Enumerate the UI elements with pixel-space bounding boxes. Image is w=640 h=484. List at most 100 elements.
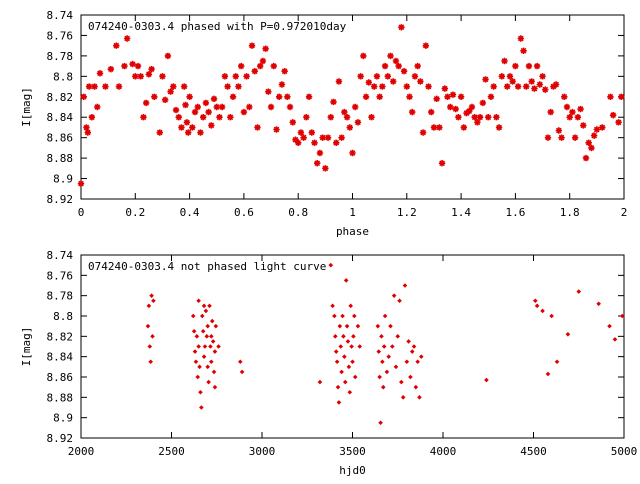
data-point (381, 344, 387, 349)
data-point (391, 293, 397, 298)
data-point (362, 93, 370, 100)
x-axis-label: hjd0 (339, 464, 366, 477)
data-point (352, 313, 357, 319)
data-point (554, 359, 560, 365)
data-point (248, 42, 256, 49)
data-point (419, 129, 427, 136)
data-point (142, 99, 150, 107)
data-point (375, 323, 381, 329)
data-point (417, 395, 422, 400)
y-tick-label: 8.76 (47, 269, 74, 282)
y-tick-label: 8.86 (47, 371, 74, 384)
data-point (186, 93, 193, 100)
data-point (330, 303, 335, 309)
data-point (545, 371, 551, 377)
data-point (417, 78, 424, 85)
data-point (84, 129, 91, 136)
data-point (77, 180, 85, 187)
data-point (275, 93, 283, 100)
data-point (352, 374, 358, 380)
data-point (347, 389, 353, 395)
data-point (211, 369, 217, 375)
data-point (240, 108, 248, 116)
data-point (273, 126, 280, 133)
data-point (328, 262, 334, 268)
data-point (259, 57, 267, 65)
data-point (221, 73, 229, 80)
data-point (523, 83, 530, 90)
data-point (619, 313, 625, 319)
data-point (428, 108, 435, 116)
data-point (209, 334, 214, 339)
y-tick-label: 8.84 (47, 111, 74, 124)
data-point (281, 68, 288, 75)
data-point (352, 103, 359, 111)
data-point (150, 334, 155, 339)
data-point (201, 303, 207, 309)
data-point (577, 105, 584, 113)
data-point (400, 395, 406, 400)
data-point (400, 68, 408, 75)
data-point (342, 354, 347, 359)
data-point (447, 103, 454, 111)
x-tick-label: 1.4 (451, 206, 471, 219)
data-point (576, 289, 582, 294)
data-point (132, 73, 139, 80)
data-point (319, 134, 326, 141)
y-tick-label: 8.76 (47, 29, 74, 42)
data-point (534, 303, 540, 309)
x-tick-label: 1.8 (560, 206, 580, 219)
data-point (205, 364, 210, 370)
data-point (191, 328, 197, 334)
data-point (208, 122, 215, 129)
data-point (425, 83, 432, 90)
data-point (544, 134, 552, 141)
data-point (289, 119, 296, 126)
data-point (376, 93, 383, 100)
data-point (333, 334, 338, 339)
x-tick-label: 5000 (611, 445, 638, 458)
data-point (471, 114, 478, 121)
data-point (180, 83, 188, 90)
x-tick-label: 4000 (430, 445, 457, 458)
data-point (322, 165, 329, 172)
data-point (371, 83, 378, 90)
data-point (379, 83, 386, 90)
x-tick-label: 2 (621, 206, 628, 219)
data-point (194, 103, 201, 111)
data-point (334, 359, 340, 365)
y-tick-label: 8.9 (53, 173, 73, 186)
data-point (484, 377, 489, 383)
data-point (506, 73, 514, 80)
data-point (343, 278, 349, 283)
data-point (569, 108, 576, 116)
data-point (115, 83, 123, 90)
chart-title: 074240-0303.4 not phased light curve (88, 260, 326, 273)
data-point (525, 62, 533, 70)
x-tick-label: 1.2 (397, 206, 417, 219)
data-point (229, 93, 237, 100)
data-point (193, 359, 199, 365)
data-point (167, 88, 174, 95)
data-point (300, 134, 307, 141)
data-point (348, 303, 353, 309)
data-point (202, 344, 208, 349)
data-point (197, 364, 202, 370)
data-point (123, 35, 131, 42)
data-point (561, 93, 568, 100)
data-point (212, 384, 218, 390)
data-point (574, 114, 582, 121)
data-point (209, 359, 214, 365)
x-tick-label: 2500 (158, 445, 185, 458)
data-point (406, 339, 411, 344)
data-point (190, 313, 196, 319)
data-point (200, 328, 206, 334)
data-point (571, 134, 579, 141)
data-point (599, 124, 606, 131)
data-point (201, 354, 207, 359)
data-point (542, 86, 549, 93)
data-point (452, 105, 459, 113)
data-point (403, 83, 410, 90)
data-point (151, 93, 158, 100)
